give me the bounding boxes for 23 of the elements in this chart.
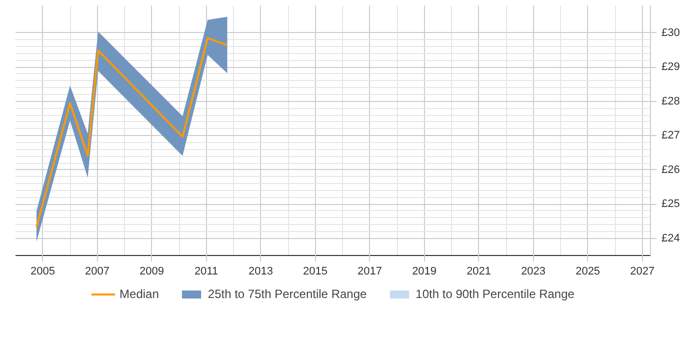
x-tick-label: 2007 [85, 266, 110, 278]
x-tick-label: 2009 [140, 266, 164, 278]
y-tick-label: £30 [662, 26, 680, 39]
x-tick-label: 2023 [521, 266, 546, 278]
legend-label: 25th to 75th Percentile Range [208, 287, 367, 301]
x-tick-label: 2021 [466, 266, 492, 278]
y-tick-label: £27 [662, 130, 680, 142]
y-tick-label: £28 [662, 95, 680, 108]
x-tick-label: 2019 [412, 266, 437, 278]
legend-label: 10th to 90th Percentile Range [416, 287, 574, 301]
x-tick-label: 2017 [358, 266, 382, 278]
y-tick-label: £24 [662, 232, 680, 244]
legend-label: Median [120, 287, 159, 301]
y-tick-label: £26 [662, 164, 680, 176]
x-tick-label: 2005 [30, 266, 55, 278]
x-tick-label: 2025 [576, 266, 600, 278]
x-tick-label: 2011 [194, 266, 218, 278]
y-tick-label: £25 [662, 198, 680, 210]
line-series [35, 37, 228, 228]
x-tick-label: 2015 [303, 266, 328, 278]
x-tick-label: 2013 [248, 266, 274, 278]
y-tick-label: £29 [662, 61, 680, 74]
x-tick-label: 2027 [630, 266, 655, 278]
